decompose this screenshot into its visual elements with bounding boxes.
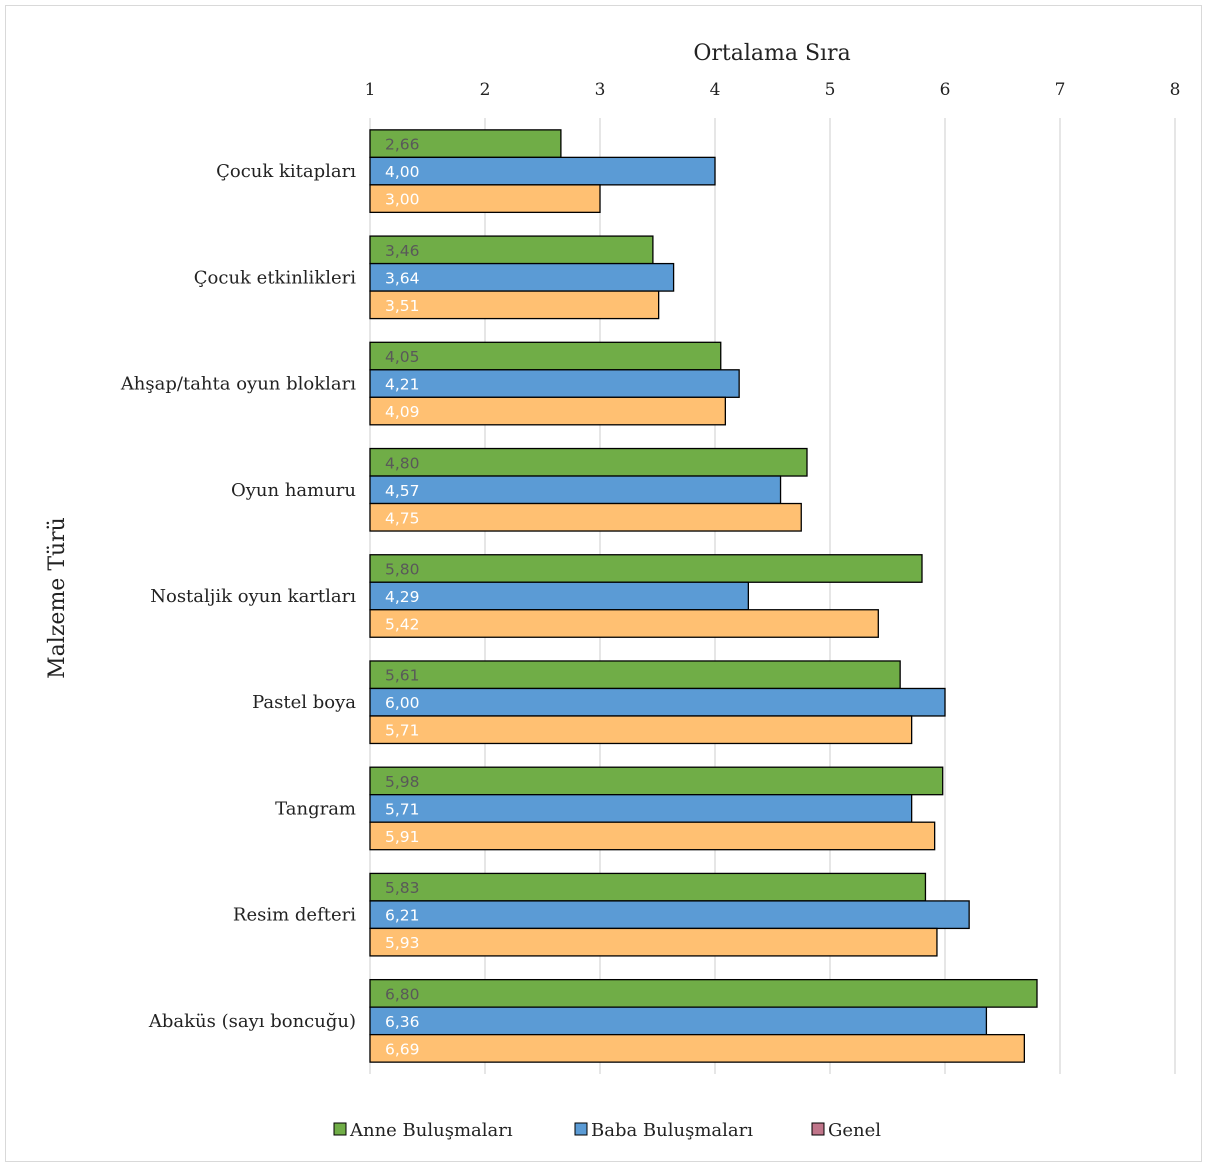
category-labels: Çocuk kitapları Çocuk etkinlikleri Ahşap/t…	[120, 161, 356, 1032]
bar	[369, 475, 782, 505]
data-label: 6,80	[385, 985, 420, 1003]
data-label: 5,91	[385, 828, 420, 846]
bar	[369, 290, 660, 320]
x-tick-label: 7	[1055, 80, 1066, 100]
bar	[369, 609, 879, 638]
x-tick-label: 4	[710, 80, 721, 100]
bar	[369, 156, 716, 186]
category-label: Tangram	[275, 798, 356, 819]
x-tick-label: 3	[595, 80, 606, 100]
data-label: 5,71	[385, 722, 420, 740]
bar	[369, 554, 923, 583]
bar	[369, 235, 654, 265]
bar	[369, 184, 601, 214]
bar	[369, 794, 913, 823]
category-label: Çocuk etkinlikleri	[194, 267, 356, 288]
data-label: 6,36	[385, 1013, 420, 1031]
legend-swatch	[574, 1122, 588, 1136]
data-label: 3,46	[385, 242, 420, 260]
bar	[369, 1006, 988, 1036]
data-label: 5,93	[385, 934, 420, 952]
data-label: 2,66	[385, 136, 420, 154]
bar	[369, 978, 1038, 1008]
data-labels: 2,66 4,00 3,00 3,46 3,64 3,51 4,05 4,21 4,09 4,80…	[385, 136, 420, 1059]
category-label: Pastel boya	[252, 692, 356, 713]
category-label: Çocuk kitapları	[216, 161, 356, 182]
category-label: Oyun hamuru	[231, 480, 356, 501]
data-label: 5,83	[385, 879, 420, 897]
x-tick-label: 2	[480, 80, 491, 100]
bar	[369, 447, 808, 477]
x-tick-label: 1	[365, 80, 376, 100]
category-label: Abaküs (sayı boncuğu)	[148, 1011, 356, 1032]
data-label: 6,21	[385, 907, 420, 925]
data-label: 4,05	[385, 348, 420, 366]
legend-label: Baba Buluşmaları	[591, 1120, 753, 1141]
data-label: 4,09	[385, 403, 420, 421]
data-label: 4,80	[385, 454, 420, 472]
data-label: 4,00	[385, 163, 420, 181]
legend-swatch	[811, 1122, 825, 1136]
data-label: 3,51	[385, 297, 420, 315]
bar	[369, 927, 938, 957]
category-label: Ahşap/tahta oyun blokları	[120, 374, 356, 395]
legend-label: Anne Buluşmaları	[349, 1120, 513, 1141]
bar	[369, 581, 750, 611]
category-label: Nostaljik oyun kartları	[150, 586, 356, 607]
bar	[369, 369, 740, 398]
data-label: 6,69	[385, 1040, 420, 1058]
x-tick-label: 8	[1170, 80, 1181, 100]
data-label: 4,57	[385, 482, 420, 500]
bar	[369, 766, 944, 796]
data-label: 5,80	[385, 561, 420, 579]
legend-swatch	[333, 1122, 347, 1136]
data-label: 6,00	[385, 694, 420, 712]
data-label: 4,21	[385, 376, 420, 394]
bar	[369, 396, 727, 426]
legend-label: Genel	[828, 1120, 881, 1141]
x-tick-label: 6	[940, 80, 951, 100]
bar	[369, 660, 901, 690]
data-label: 4,75	[385, 509, 420, 527]
y-axis-title: Malzeme Türü	[45, 517, 70, 679]
data-label: 4,29	[385, 588, 420, 606]
bar	[369, 821, 936, 851]
data-label: 3,00	[385, 191, 420, 209]
bar	[369, 262, 675, 292]
x-tick-label: 5	[825, 80, 836, 100]
bar	[369, 502, 802, 532]
data-label: 5,42	[385, 616, 420, 634]
bar	[369, 1033, 1025, 1063]
x-axis-ticks: 1 2 3 4 5 6 7 8	[365, 80, 1181, 100]
bar	[369, 872, 927, 902]
bar	[369, 715, 913, 745]
data-label: 5,71	[385, 800, 420, 818]
bars	[369, 129, 1038, 1063]
data-label: 3,64	[385, 269, 420, 287]
data-label: 5,98	[385, 773, 420, 791]
bar	[369, 900, 970, 930]
x-axis-title: Ortalama Sıra	[693, 41, 850, 66]
legend: Anne Buluşmaları Baba Buluşmaları Genel	[333, 1120, 881, 1141]
data-label: 5,61	[385, 667, 420, 685]
category-label: Resim defteri	[233, 905, 356, 926]
bar	[369, 687, 946, 717]
bar	[369, 341, 722, 371]
